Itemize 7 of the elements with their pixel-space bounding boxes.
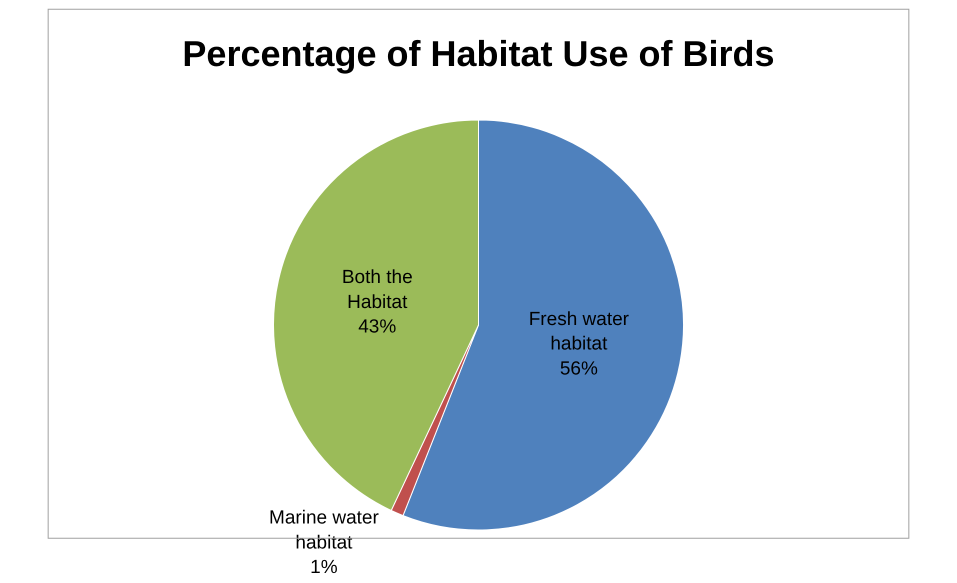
data-label: 43% [358,316,396,338]
slice-label: Fresh water habitat [528,309,630,355]
data-label: 56% [560,358,598,380]
slice-label: Both the Habitat [342,267,413,313]
data-label: 1% [310,556,338,578]
chart-title: Percentage of Habitat Use of Birds [182,33,775,74]
slice-label: Marine water habitat [268,508,380,554]
